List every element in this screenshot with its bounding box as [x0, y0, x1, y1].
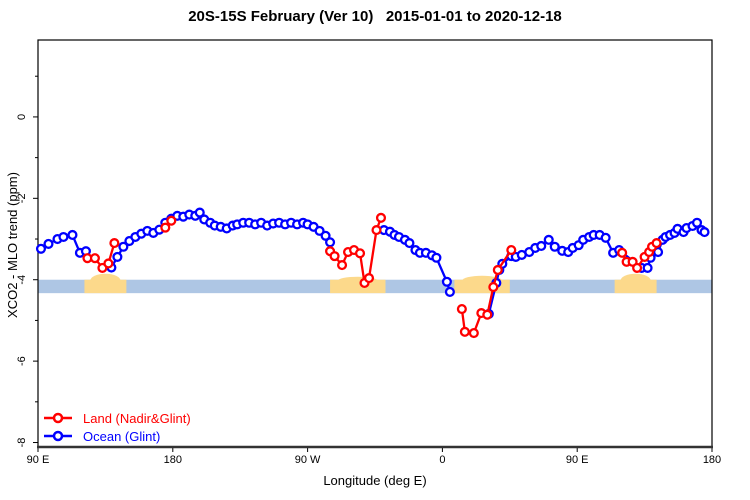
ocean-series-point [325, 237, 336, 248]
land-series-point [363, 273, 375, 284]
land-reference-band [330, 279, 386, 294]
ocean-series-point [691, 217, 703, 228]
land-series-point [109, 238, 120, 249]
x-axis-tick-label: 180 [703, 454, 721, 466]
x-axis-tick-label: 180 [164, 454, 182, 466]
ocean-series-point [536, 240, 547, 251]
land-series-point [329, 251, 340, 262]
ocean-series-point [600, 232, 611, 243]
y-axis-tick-label: -8 [16, 438, 28, 448]
ocean-series-point [404, 238, 415, 249]
legend-label-ocean: Ocean (Glint) [83, 428, 161, 444]
land-series-point [456, 303, 467, 315]
land-series-point [371, 225, 382, 236]
ocean-series-point [441, 276, 452, 287]
land-reference-band [454, 279, 510, 294]
land-series-point [468, 327, 479, 339]
legend-item-ocean: Ocean (Glint) [44, 427, 191, 445]
legend: Land (Nadir&Glint) Ocean (Glint) [44, 409, 191, 445]
legend-label-land: Land (Nadir&Glint) [83, 410, 191, 426]
ocean-series-point [444, 286, 455, 297]
x-axis-tick-label: 90 W [295, 454, 321, 466]
ocean-series-point [118, 241, 129, 252]
y-axis-tick-label: -4 [16, 275, 28, 285]
y-axis-tick-label: 0 [16, 114, 28, 120]
x-axis-tick-label: 90 E [27, 454, 50, 466]
land-series-point [166, 215, 177, 226]
ocean-series-marker-icon [44, 430, 72, 442]
ocean-series-point [543, 234, 554, 245]
x-axis-label: Longitude (deg E) [323, 473, 427, 488]
land-series-point [459, 326, 470, 337]
chart-title: 20S-15S February (Ver 10) 2015-01-01 to … [188, 8, 562, 25]
land-reference-band [614, 279, 657, 294]
land-series-point [103, 258, 114, 269]
y-axis-tick-label: -2 [16, 193, 28, 203]
ocean-series-point [112, 251, 123, 262]
ocean-series-point [35, 243, 47, 254]
ocean-series-point [549, 241, 560, 252]
land-reference-band [84, 279, 127, 294]
land-series-point [492, 264, 503, 276]
land-series-point [336, 260, 348, 271]
ocean-series-point [699, 227, 710, 238]
ocean-series-point [642, 262, 653, 273]
land-series-point [89, 253, 100, 264]
land-series-point [632, 262, 643, 273]
x-axis-tick-label: 90 E [566, 454, 589, 466]
land-series-point [354, 248, 366, 259]
ocean-series-point [653, 246, 664, 258]
ocean-series-point [58, 231, 69, 243]
ocean-series-point [194, 207, 205, 218]
ocean-series-point [43, 238, 54, 249]
ocean-series-point [67, 229, 78, 241]
land-series-marker-icon [44, 412, 72, 424]
land-series-point [488, 281, 499, 293]
land-series-point [651, 238, 662, 249]
land-series-point [160, 222, 171, 233]
land-series-point [482, 309, 493, 320]
land-series-point [617, 247, 628, 258]
land-series-point [375, 212, 387, 223]
legend-item-land: Land (Nadir&Glint) [44, 409, 191, 427]
x-axis-tick-label: 0 [439, 454, 445, 466]
ocean-series-point [320, 230, 331, 241]
ocean-series-point [431, 252, 442, 263]
land-series-point [506, 244, 517, 256]
y-axis-tick-label: -6 [16, 356, 28, 366]
